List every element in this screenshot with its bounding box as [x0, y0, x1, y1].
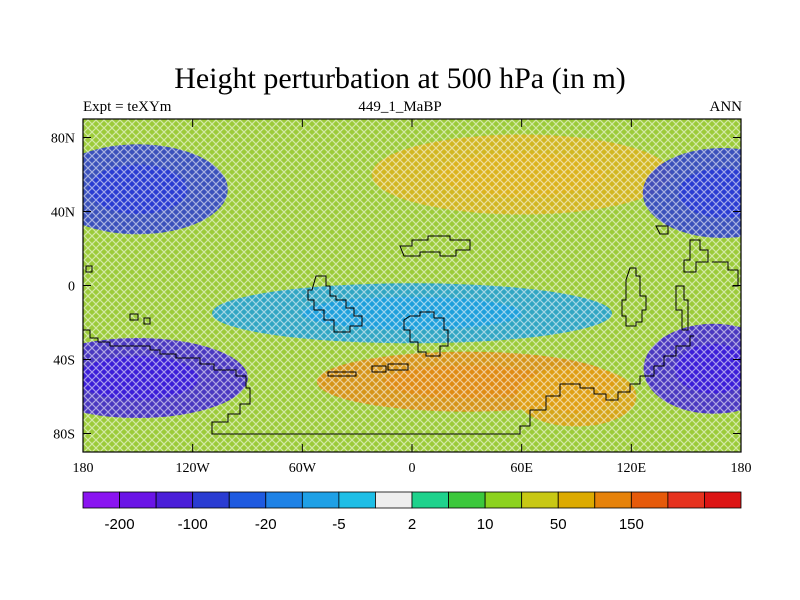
colorbar-box-8: [375, 491, 413, 509]
colorbar-label-4: 2: [408, 516, 416, 533]
y-tick-label-3: 40S: [53, 354, 75, 369]
colorbar-label-3: -5: [332, 516, 345, 533]
colorbar-box-9: [411, 491, 449, 509]
coastline-falklands: [327, 363, 409, 377]
colorbar-box-14: [594, 491, 632, 509]
x-tick-label-2: 60W: [289, 461, 317, 476]
y-tick-label-1: 40N: [51, 206, 75, 221]
colorbar-box-15: [630, 491, 669, 509]
map-title: Height perturbation at 500 hPa (in m): [174, 62, 626, 95]
coastline-west-islands: [85, 265, 151, 325]
colorbar-box-2: [155, 491, 194, 509]
coastline-africa-coast: [399, 235, 471, 257]
axes: 180 120W 60W 0 60E 120E 180 80N 40N 0 40S 80S: [51, 119, 752, 476]
colorbar-box-11: [484, 491, 523, 509]
colorbar: -200 -100 -20 -5 2 10 50 150: [82, 491, 742, 533]
x-tick-label-3: 0: [409, 461, 416, 476]
coastline-africa-south: [403, 311, 449, 357]
season-label: ANN: [709, 99, 743, 115]
colorbar-label-5: 10: [477, 516, 494, 533]
x-tick-label-4: 60E: [510, 461, 533, 476]
colorbar-box-16: [667, 491, 705, 509]
colorbar-box-5: [265, 491, 303, 509]
shading-texture: [83, 119, 741, 452]
experiment-label: Expt = teXYm: [83, 99, 172, 115]
colorbar-box-17: [704, 491, 742, 509]
coastline-north-america: [83, 329, 694, 435]
colorbar-label-6: 50: [550, 516, 567, 533]
colorbar-box-4: [228, 491, 267, 509]
case-label: 449_1_MaBP: [358, 99, 442, 115]
y-tick-label-0: 80N: [51, 132, 75, 147]
colorbar-label-7: 150: [619, 516, 644, 533]
coastline-south-america: [307, 275, 363, 333]
x-tick-label-6: 180: [731, 461, 752, 476]
colorbar-label-1: -100: [178, 516, 208, 533]
colorbar-box-3: [192, 491, 230, 509]
coastline-maritime: [621, 267, 647, 327]
colorbar-box-13: [557, 491, 596, 509]
y-tick-label-2: 0: [68, 280, 75, 295]
colorbar-box-12: [521, 491, 559, 509]
colorbar-label-2: -20: [255, 516, 277, 533]
x-tick-label-1: 120W: [176, 461, 211, 476]
colorbar-box-1: [119, 491, 157, 509]
colorbar-box-0: [82, 491, 120, 509]
x-tick-label-0: 180: [73, 461, 94, 476]
coastline-island-small: [675, 285, 689, 331]
colorbar-box-7: [338, 491, 376, 509]
colorbar-box-10: [448, 491, 486, 509]
x-tick-label-5: 120E: [617, 461, 647, 476]
coastlines: [83, 225, 739, 435]
colorbar-box-6: [301, 491, 340, 509]
y-tick-label-4: 80S: [53, 428, 75, 443]
colorbar-label-0: -200: [105, 516, 135, 533]
